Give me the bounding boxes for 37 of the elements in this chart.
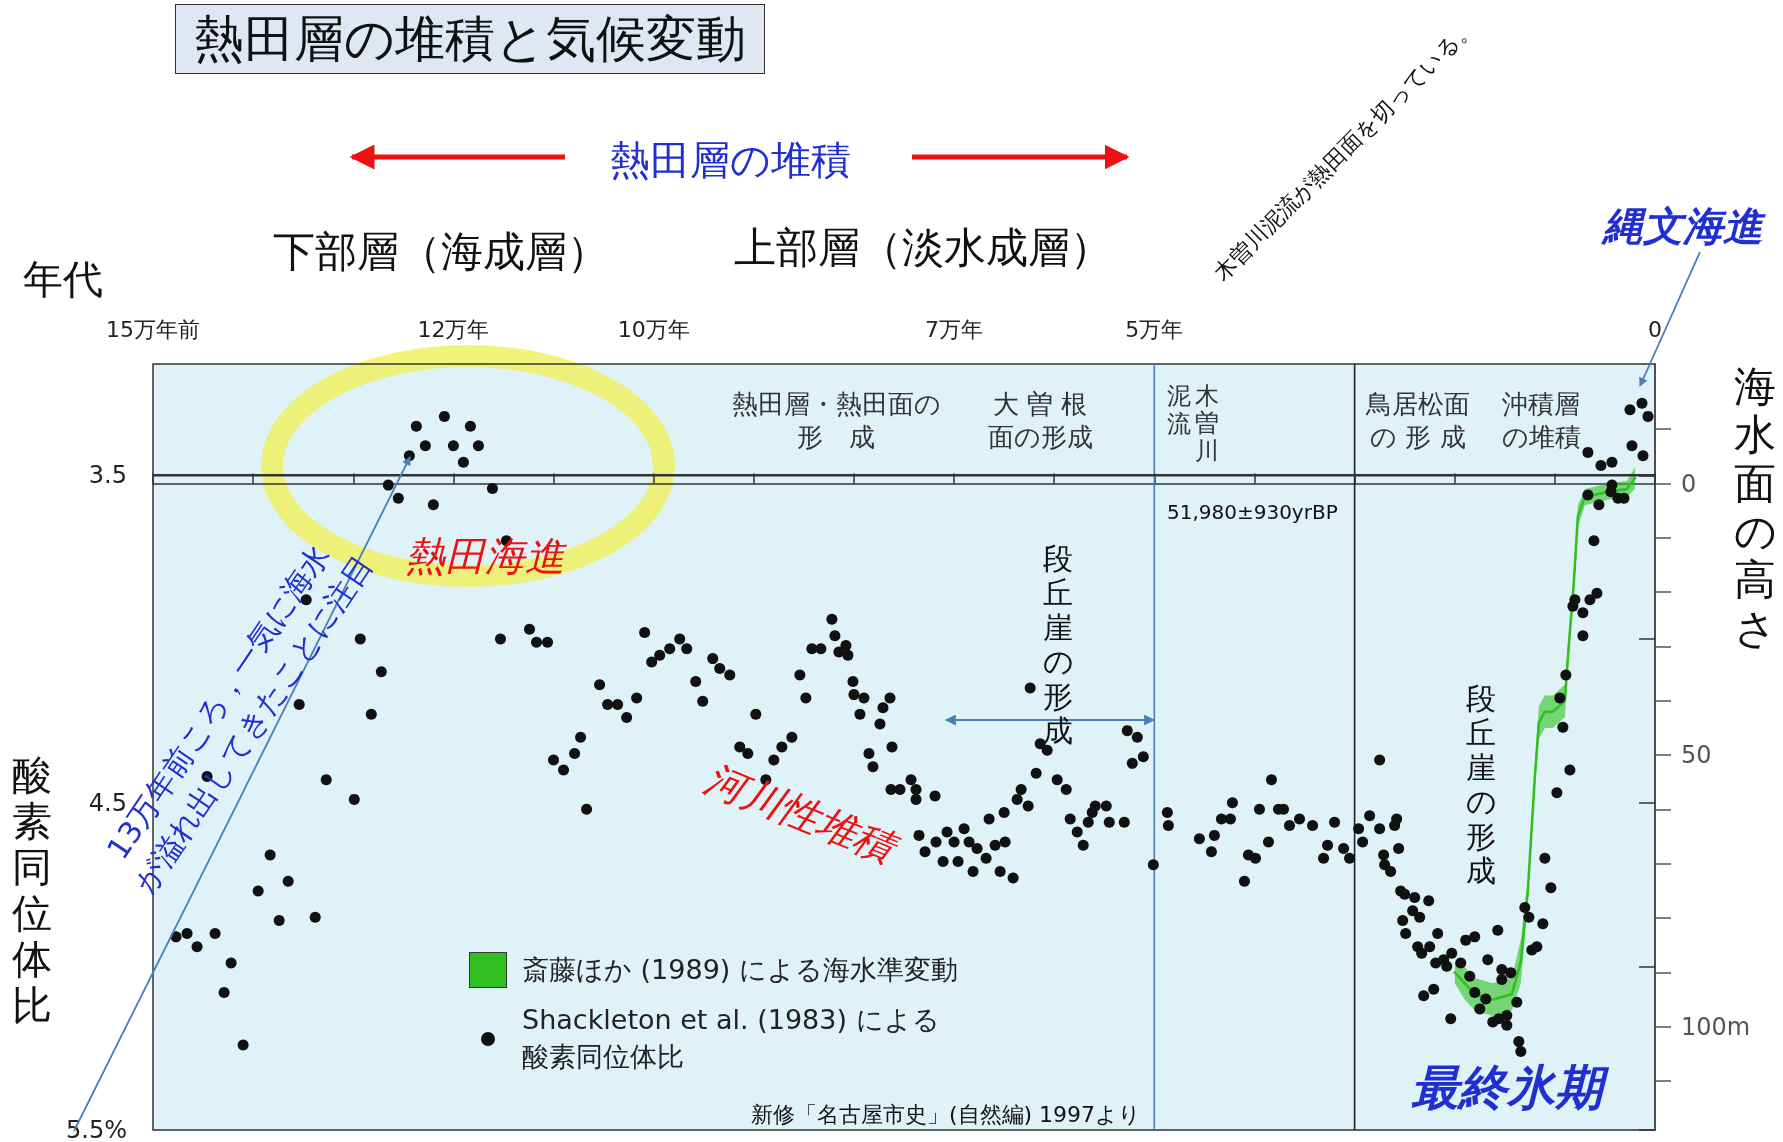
text: 木曽川泥流が熱田面を切っている。 [1209,14,1481,286]
annotation: 熱田層・熱田面の [731,389,941,421]
x-tick-label: 7万年 [925,316,984,342]
y-tick-label: 3.5 [88,461,127,490]
x-tick-label: 0 [1648,316,1662,342]
y2-tick-label: 50 [1681,741,1712,770]
x-axis-title: 年代 [23,255,103,303]
text: 下部層（海成層） [273,226,609,278]
annotation: 木曽川 [1195,381,1219,466]
y-tick-label: 4.5 [88,788,127,817]
annotation: 大 曽 根 [992,389,1088,421]
annotation: 形 成 [797,422,875,454]
x-tick-label: 10万年 [617,316,690,342]
x-tick-label: 12万年 [417,316,490,342]
annotation: 沖積層 [1502,389,1580,421]
annotation: の 形 成 [1370,422,1466,454]
annotation: の堆積 [1501,422,1581,454]
x-tick-label: 15万年前 [106,316,200,342]
annotation: 段丘崖の形成 [1465,680,1497,889]
y2-tick-label: 100m [1681,1012,1751,1041]
y2-axis-title: 海水面の高さ [1733,362,1777,653]
text: 熱田層の堆積 [609,136,851,184]
annotation: 河川性堆積 [698,753,902,873]
legend-label: 斎藤ほか (1989) による海水準変動 [522,953,958,987]
legend-label: Shackleton et al. (1983) による酸素同位体比 [522,1003,941,1074]
annotation: 鳥居松面 [1366,389,1470,421]
y-axis-title: 酸素同位体比 [12,752,52,1028]
annotation: 新修「名古屋市史」(自然編) 1997より [750,1101,1142,1129]
chart-title: 熱田層の堆積と気候変動 [175,4,765,74]
ref-line-label: 51,980±930yrBP [1166,500,1338,524]
y-tick-label: 5.5% [66,1116,127,1142]
y2-tick-label: 0 [1681,469,1697,498]
annotation: 段丘崖の形成 [1042,540,1074,749]
text: 上部層（淡水成層） [734,222,1112,274]
annotation: 泥流 [1167,382,1191,439]
x-tick-label: 5万年 [1125,316,1184,342]
annotation: 面の形成 [987,422,1093,454]
